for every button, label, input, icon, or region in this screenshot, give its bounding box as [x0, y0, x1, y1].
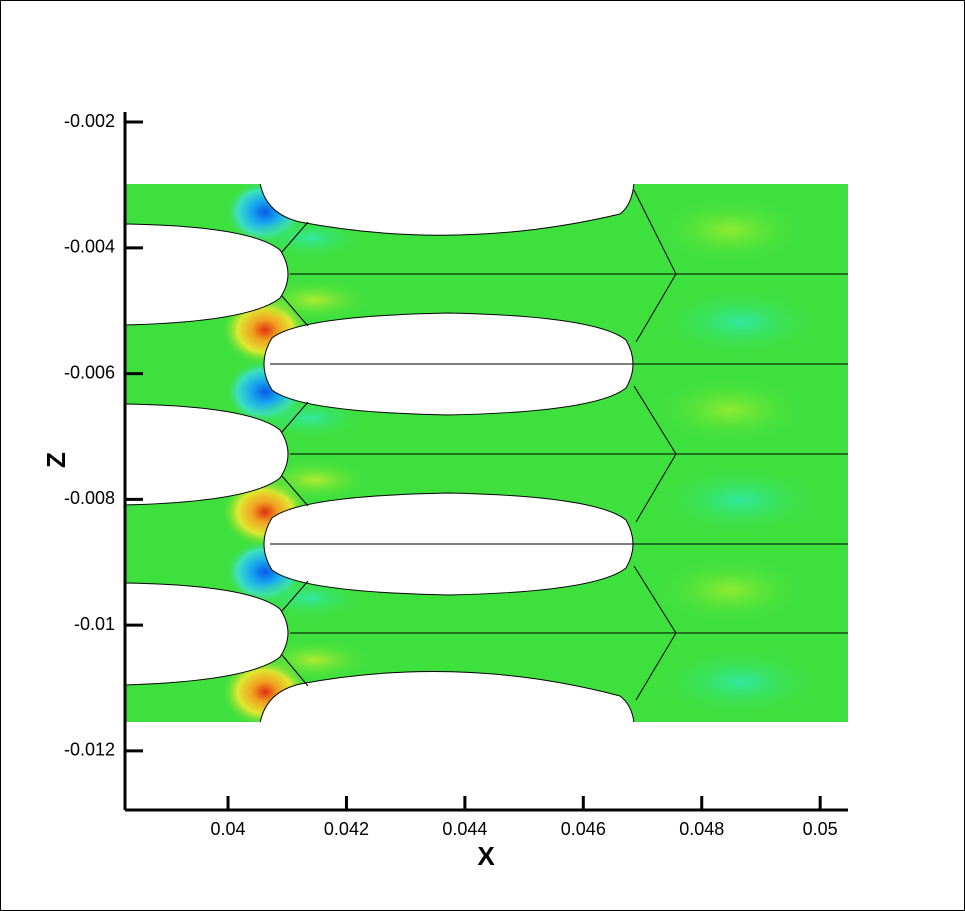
x-axis-title: X [477, 841, 495, 871]
y-axis-title: Z [41, 452, 71, 468]
y-tick-label: -0.01 [74, 614, 115, 634]
x-tick-label: 0.042 [324, 819, 369, 839]
x-tick-label: 0.05 [803, 819, 838, 839]
block-lines [270, 189, 848, 701]
x-tick-label: 0.048 [679, 819, 724, 839]
y-tick-label: -0.008 [64, 488, 115, 508]
contour-field [125, 184, 848, 722]
x-tick-label: 0.04 [211, 819, 246, 839]
y-tick-label: -0.004 [64, 237, 115, 257]
x-tick-label: 0.046 [561, 819, 606, 839]
y-tick-label: -0.002 [64, 111, 115, 131]
y-tick-label: -0.012 [64, 740, 115, 760]
x-tick-label: 0.044 [442, 819, 487, 839]
y-tick-label: -0.006 [64, 362, 115, 382]
